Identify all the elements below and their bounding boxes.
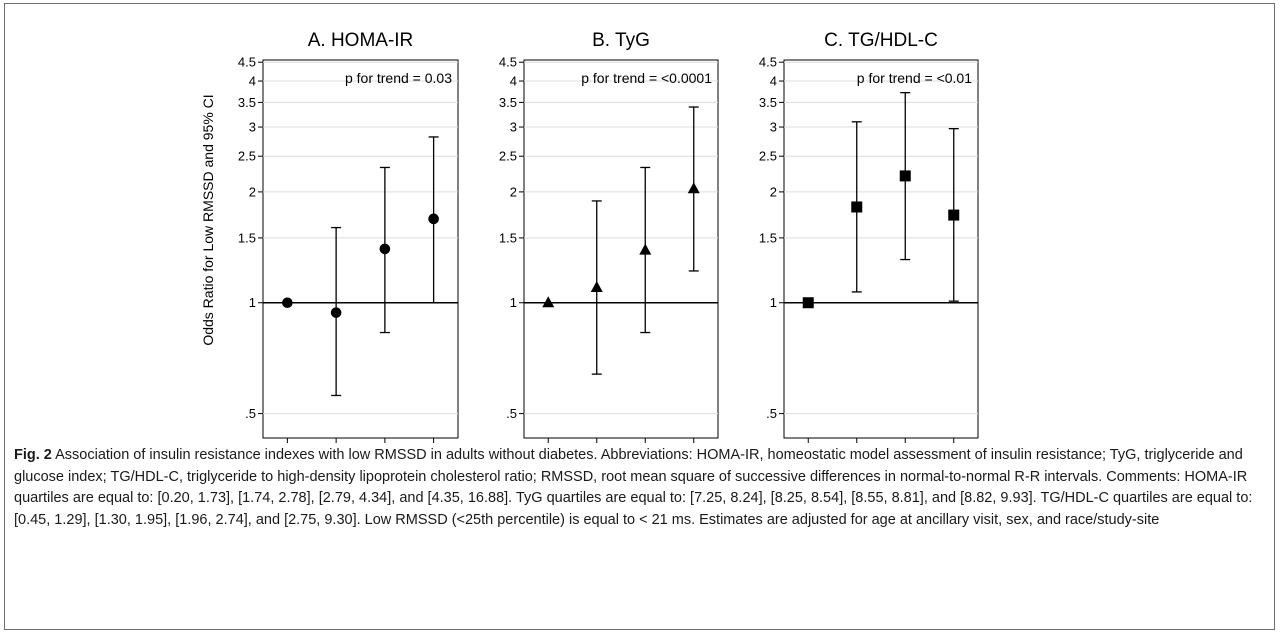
caption-text: Association of insulin resistance indexe… — [14, 447, 1253, 528]
y-axis-label: Odds Ratio for Low RMSSD and 95% CI — [200, 94, 216, 345]
y-tick-label: .5 — [766, 406, 777, 421]
data-point — [687, 182, 700, 194]
p-trend-annotation: p for trend = 0.03 — [345, 70, 452, 86]
y-tick-label: 1.5 — [238, 230, 256, 245]
y-tick-label: .5 — [245, 406, 256, 421]
data-point — [948, 209, 960, 221]
chart-panel-1: .511.522.533.544.5Q1 (Ref)Q2Q3Q4A. HOMA-… — [238, 30, 459, 443]
data-point — [590, 281, 603, 293]
y-tick-label: 3.5 — [238, 95, 256, 110]
data-point — [428, 213, 439, 225]
chart-panel-2: .511.522.533.544.5Q1 (Ref)Q2Q3Q4B. TyGp … — [499, 30, 719, 443]
figure-frame: Odds Ratio for Low RMSSD and 95% CI .5 1 1… — [4, 3, 1275, 630]
data-point — [282, 297, 293, 309]
y-tick-label: .5 — [506, 406, 517, 421]
y-tick-label: 1.5 — [499, 230, 517, 245]
chart-title: A. HOMA-IR — [308, 30, 414, 51]
data-point — [899, 170, 911, 182]
chart-panel-3: .511.522.533.544.5Q1 (Ref)Q2Q3Q4C. TG/HD… — [759, 30, 979, 443]
y-tick-label: 3 — [510, 120, 517, 135]
y-tick-label: 3.5 — [759, 95, 777, 110]
y-tick-label: 4.5 — [238, 55, 256, 70]
y-tick-label: 2.5 — [499, 149, 517, 164]
y-tick-label: 2 — [510, 184, 517, 199]
p-trend-annotation: p for trend = <0.0001 — [581, 70, 712, 86]
figure-caption: Fig. 2 Association of insulin resistance… — [14, 445, 1274, 531]
y-tick-label: 2 — [770, 184, 777, 199]
data-point — [639, 243, 652, 255]
p-trend-annotation: p for trend = <0.01 — [857, 70, 972, 86]
data-point — [379, 243, 391, 255]
y-tick-label: 1 — [249, 295, 256, 310]
y-tick-label: 4 — [249, 74, 256, 89]
y-tick-label: 2.5 — [238, 149, 256, 164]
plot-frame — [262, 59, 459, 439]
y-tick-label: 4 — [510, 74, 517, 89]
y-tick-label: 1 — [770, 295, 777, 310]
y-tick-label: 3 — [249, 120, 256, 135]
y-tick-label: 2 — [249, 184, 256, 199]
figure-panels: Odds Ratio for Low RMSSD and 95% CI .5 1 1… — [200, 30, 979, 443]
chart-title: B. TyG — [592, 30, 650, 51]
data-point — [802, 297, 814, 309]
chart-title: C. TG/HDL-C — [824, 30, 938, 51]
plot-frame — [523, 59, 719, 439]
y-tick-label: 1.5 — [759, 230, 777, 245]
y-tick-label: 4.5 — [759, 55, 777, 70]
data-point — [330, 307, 342, 318]
y-tick-label: 3 — [770, 120, 777, 135]
y-tick-label: 4 — [770, 74, 777, 89]
plot-frame — [783, 59, 979, 439]
caption-label: Fig. 2 — [14, 447, 52, 463]
y-tick-label: 1 — [510, 295, 517, 310]
y-tick-label: 2.5 — [759, 149, 777, 164]
y-tick-label: 4.5 — [499, 55, 517, 70]
y-tick-label: 3.5 — [499, 95, 517, 110]
data-point — [851, 201, 863, 213]
data-point — [542, 296, 555, 308]
